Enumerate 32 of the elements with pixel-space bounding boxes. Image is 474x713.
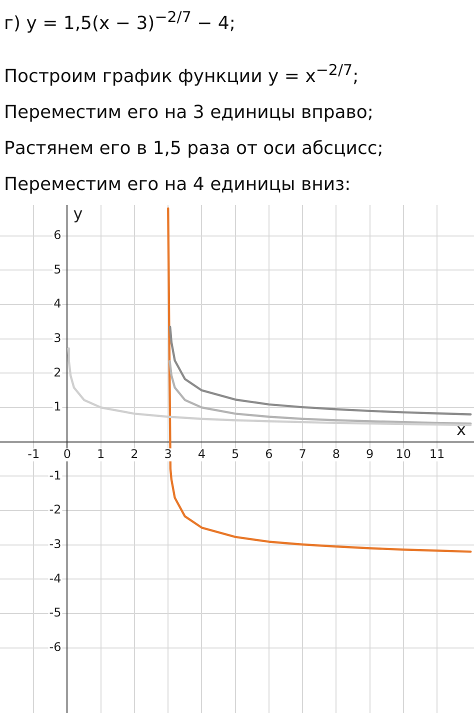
y-tick-label: -5 (49, 606, 62, 620)
x-tick-label: 0 (63, 446, 72, 461)
x-axis-title: x (456, 420, 466, 439)
text: Переместим его на 4 единицы вниз: (4, 174, 352, 196)
x-tick-label: 10 (396, 446, 412, 461)
y-tick-label: 4 (54, 296, 62, 311)
x-tick-label: 2 (130, 446, 138, 461)
x-tick-label: 6 (265, 446, 273, 461)
y-tick-label: 6 (54, 228, 62, 242)
y-tick-label: -3 (49, 536, 62, 551)
x-tick-label: 1 (97, 446, 105, 461)
y-tick-label: -6 (49, 640, 62, 654)
y-tick-label: -2 (49, 502, 62, 517)
x-tick-label: 5 (232, 446, 240, 461)
x-tick-label: -1 (28, 446, 40, 461)
chart-title: г) y = 1,5(x − 3)$^{−2/7}$ − 4; (4, 7, 236, 35)
x-tick-label: 3 (164, 446, 172, 461)
x-tick-label: 9 (366, 446, 374, 461)
y-axis-title: y (73, 204, 83, 224)
x-tick-label: 7 (298, 446, 306, 461)
text: Переместим его на 3 единицы вправо; (4, 102, 374, 124)
y-tick-label: -4 (49, 571, 62, 586)
x-tick-label: 8 (332, 446, 340, 461)
x-tick-label: 11 (429, 446, 445, 461)
y-tick-label: 2 (54, 365, 62, 380)
x-tick-label: 4 (198, 446, 206, 461)
y-tick-label: 3 (54, 330, 62, 345)
y-tick-label: -1 (49, 468, 62, 482)
y-tick-label: 5 (54, 262, 62, 276)
text: Построим график функции y = x$^{−2/7}$; (4, 60, 360, 88)
y-tick-label: 1 (54, 400, 62, 414)
text: Растянем его в 1,5 раза от оси абсцисс; (4, 138, 384, 160)
